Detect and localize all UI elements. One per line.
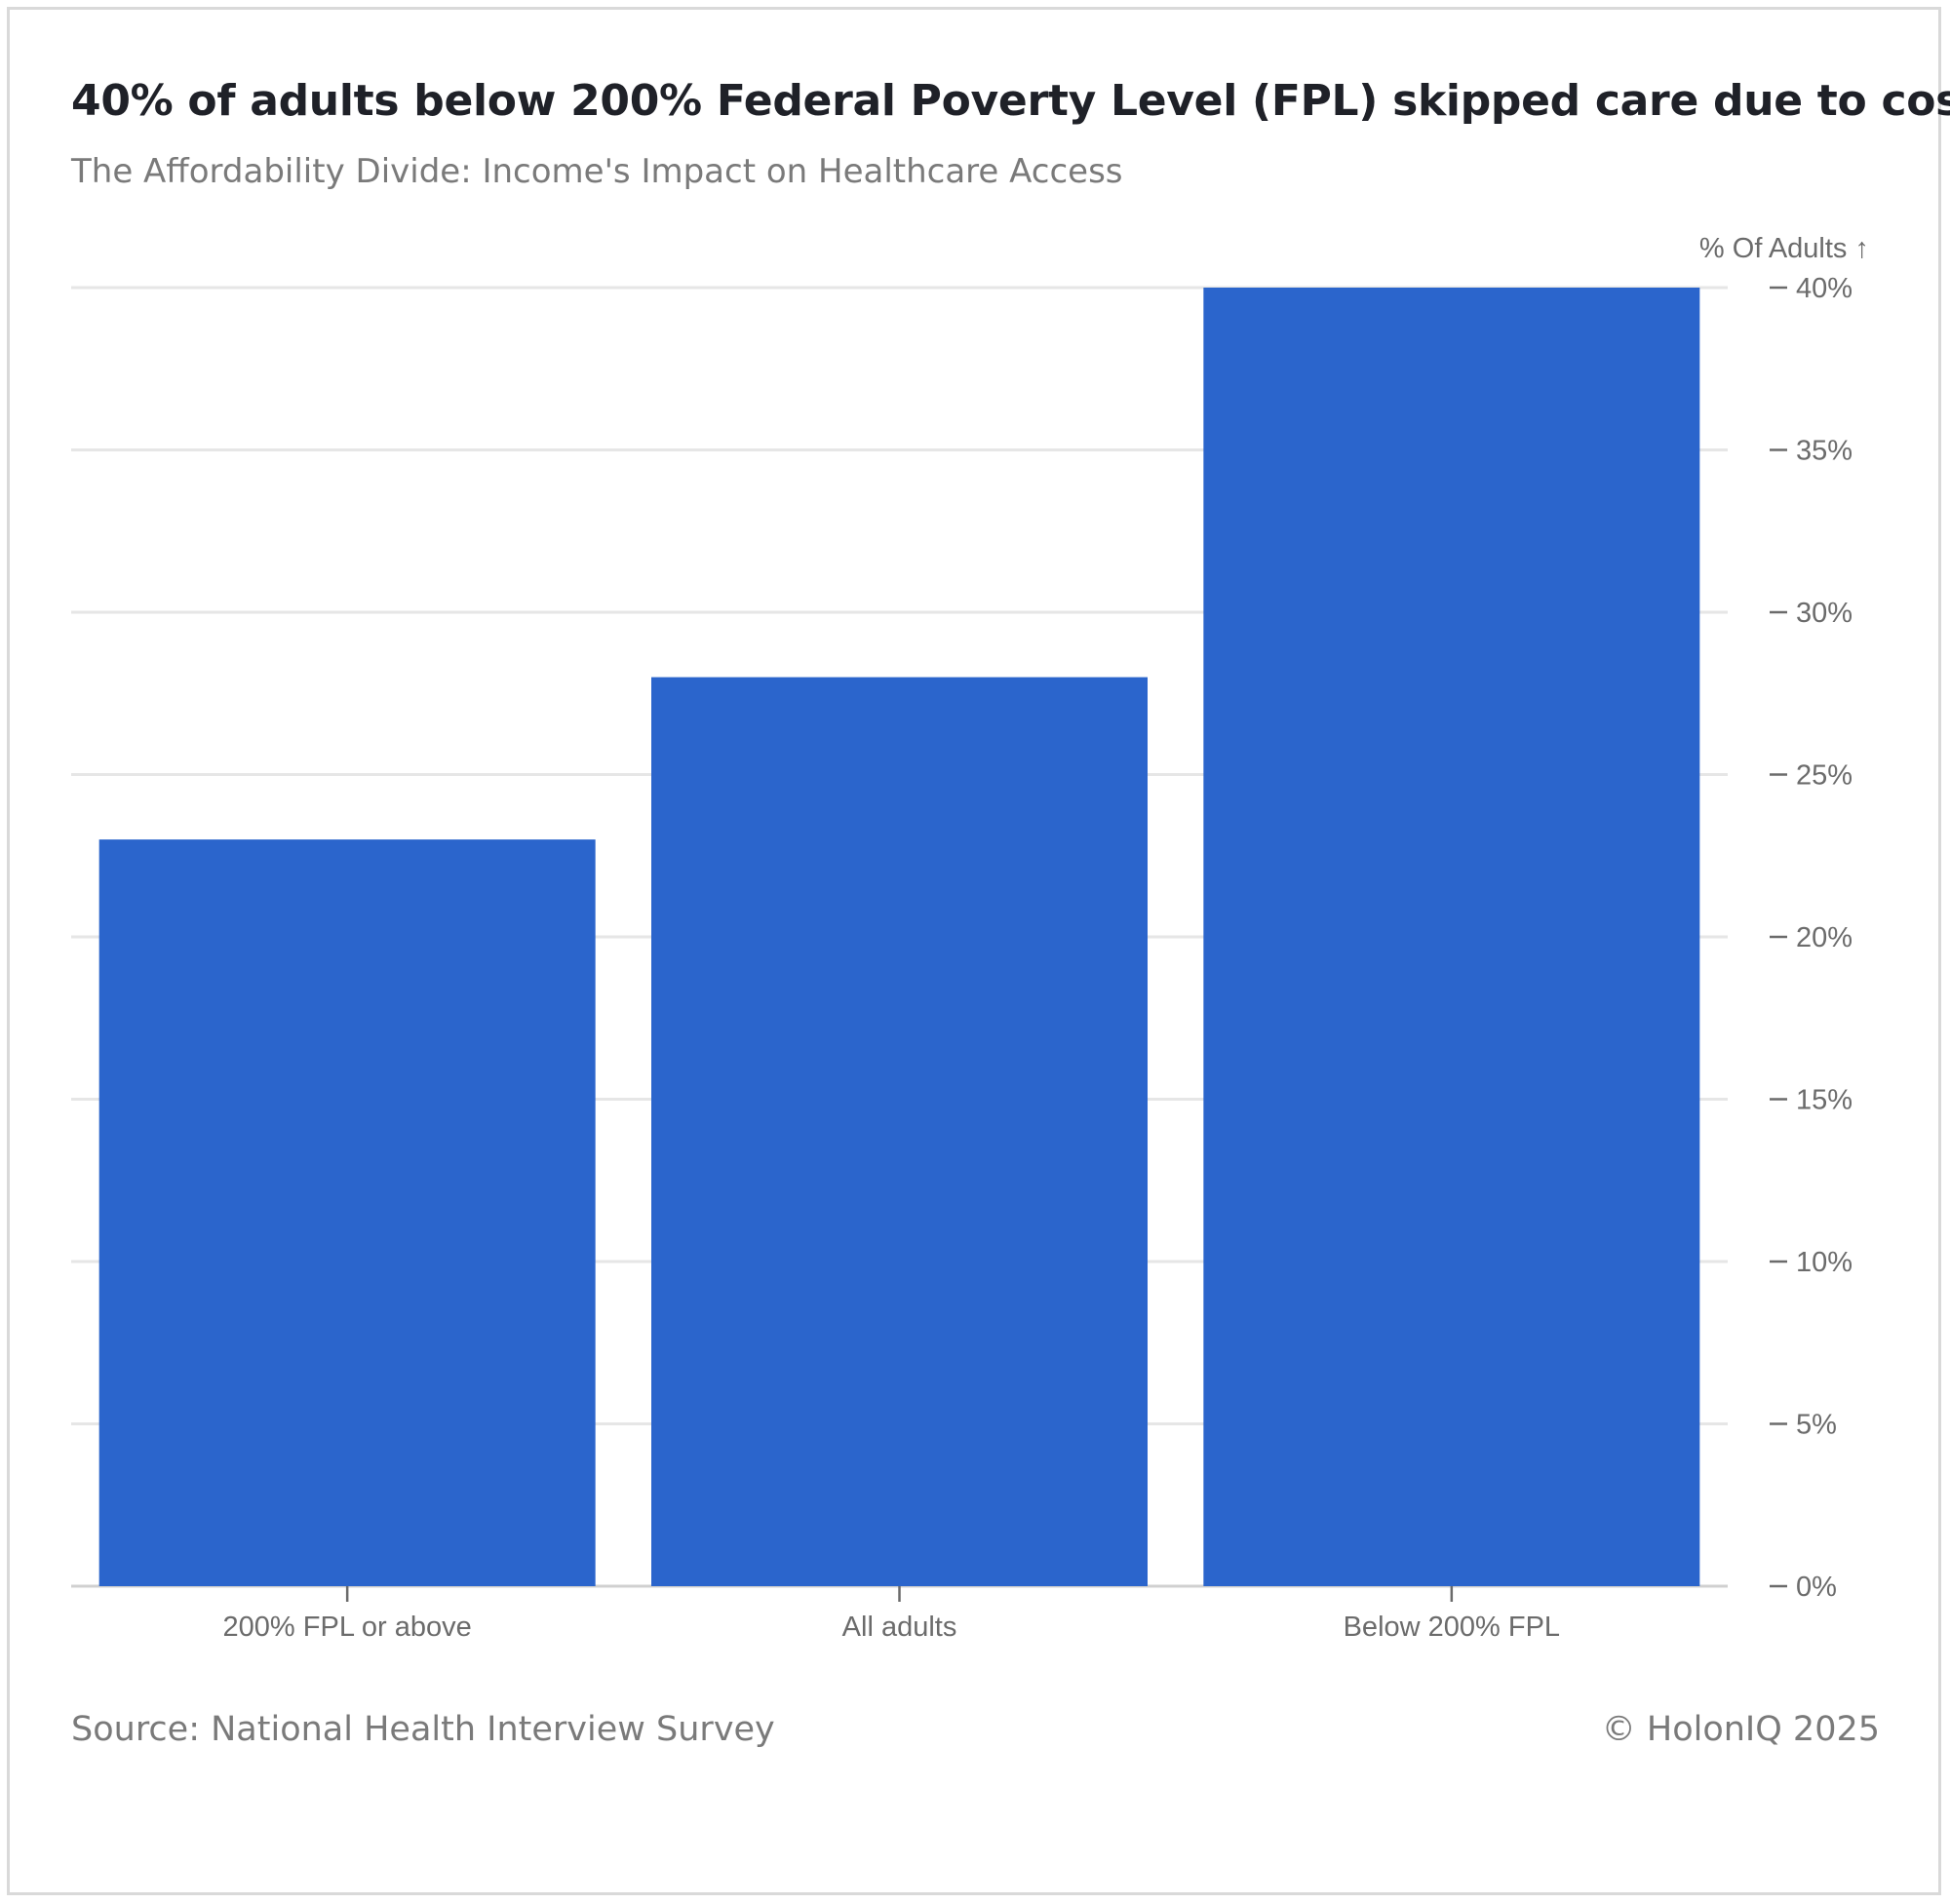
bar (1203, 288, 1700, 1586)
chart-subtitle: The Affordability Divide: Income's Impac… (71, 152, 1123, 191)
y-tick-label: 25% (1796, 760, 1852, 792)
copyright-note: © HolonIQ 2025 (1601, 1710, 1880, 1749)
y-tick-label: 5% (1796, 1410, 1837, 1441)
y-axis-title: % Of Adults ↑ (1699, 233, 1869, 264)
y-tick-label: 40% (1796, 273, 1852, 304)
x-tick-label: Below 200% FPL (1344, 1612, 1560, 1643)
x-tick-label: 200% FPL or above (223, 1612, 472, 1643)
y-tick-label: 20% (1796, 922, 1852, 953)
bars (98, 288, 1700, 1586)
x-axis: 200% FPL or above All adults Below 200% FP… (223, 1586, 1560, 1643)
chart-title: 40% of adults below 200% Federal Poverty… (71, 76, 1950, 126)
bar (98, 839, 596, 1586)
bar (651, 677, 1148, 1586)
y-tick-label: 30% (1796, 598, 1852, 629)
y-tick-label: 35% (1796, 436, 1852, 467)
y-axis: 0% 5% 10% 15% 20% 25% 30% 35% 40% (1770, 273, 1852, 1603)
y-tick-label: 15% (1796, 1085, 1852, 1116)
y-tick-label: 0% (1796, 1572, 1837, 1603)
source-note: Source: National Health Interview Survey (71, 1710, 775, 1749)
x-tick-label: All adults (842, 1612, 957, 1643)
y-tick-label: 10% (1796, 1247, 1852, 1278)
